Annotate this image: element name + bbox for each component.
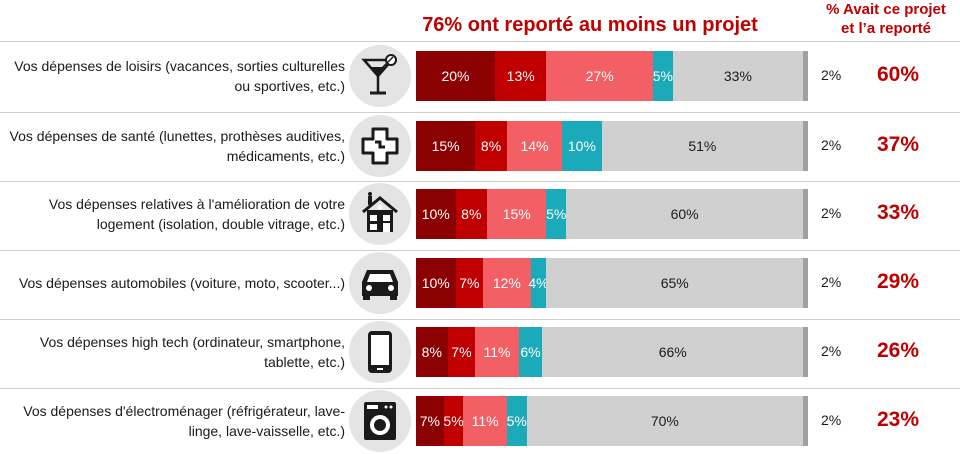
- bar-segment: 5%: [507, 396, 527, 446]
- car-icon: [349, 252, 411, 314]
- bar-end-segment: [803, 121, 809, 171]
- row-label-line2: linge, lave-vaisselle, etc.): [188, 423, 345, 439]
- row-label-line2: tablette, etc.): [264, 354, 345, 370]
- row-label-line1: Vos dépenses de loisirs (vacances, sorti…: [14, 58, 345, 74]
- end-segment-label: 2%: [821, 205, 842, 221]
- bar-segment: 11%: [475, 327, 519, 377]
- stacked-bar: 10% 8% 15% 5% 60%: [416, 189, 804, 239]
- bar-segment: 12%: [483, 258, 531, 308]
- row-label: Vos dépenses automobiles (voiture, moto,…: [0, 273, 345, 293]
- end-segment-label: 2%: [821, 412, 842, 428]
- row-divider: [0, 250, 960, 251]
- bar-segment: 8%: [416, 327, 448, 377]
- reported-share-value: 37%: [876, 133, 920, 156]
- reported-header-line2: et l’a reporté: [840, 20, 932, 37]
- bar-segment: 60%: [566, 189, 804, 239]
- bar-segment: 8%: [475, 121, 507, 171]
- bar-segment: 65%: [546, 258, 804, 308]
- bar-segment: 5%: [653, 51, 673, 101]
- bar-segment: 10%: [416, 258, 456, 308]
- chart-title: 76% ont reporté au moins un projet: [422, 14, 758, 36]
- reported-share-value: 33%: [876, 201, 920, 224]
- row-label: Vos dépenses high tech (ordinateur, smar…: [0, 332, 345, 372]
- row-label: Vos dépenses de santé (lunettes, prothès…: [0, 126, 345, 166]
- reported-share-value: 23%: [876, 408, 920, 431]
- bar-end-segment: [803, 51, 809, 101]
- bar-segment: 8%: [455, 189, 488, 239]
- stacked-bar: 15% 8% 14% 10% 51%: [416, 121, 804, 171]
- bar-segment: 14%: [506, 121, 563, 171]
- bar-segment: 5%: [546, 189, 566, 239]
- row-divider: [0, 319, 960, 320]
- reported-column-header: % Avait ce projet et l’a reporté: [806, 0, 960, 38]
- stacked-bar: 10% 7% 12% 4% 65%: [416, 258, 804, 308]
- bar-segment: 20%: [416, 51, 495, 101]
- row-label: Vos dépenses relatives à l'amélioration …: [0, 194, 345, 234]
- bar-segment: 15%: [487, 189, 547, 239]
- stacked-bar: 8% 7% 11% 6% 66%: [416, 327, 804, 377]
- end-segment-label: 2%: [821, 343, 842, 359]
- bar-segment: 66%: [542, 327, 804, 377]
- row-label: Vos dépenses de loisirs (vacances, sorti…: [0, 56, 345, 96]
- end-segment-label: 2%: [821, 137, 842, 153]
- row-label-line2: logement (isolation, double vitrage, etc…: [96, 216, 345, 232]
- row-label-line1: Vos dépenses automobiles (voiture, moto,…: [18, 275, 345, 291]
- bar-segment: 51%: [601, 121, 804, 171]
- bar-end-segment: [803, 396, 809, 446]
- bar-segment: 27%: [546, 51, 653, 101]
- row-label-line2: ou sportives, etc.): [234, 78, 346, 94]
- row-label-line2: médicaments, etc.): [226, 148, 345, 164]
- stacked-bar: 20% 13% 27% 5% 33%: [416, 51, 804, 101]
- bar-segment: 11%: [463, 396, 507, 446]
- bar-segment: 7%: [447, 327, 476, 377]
- end-segment-label: 2%: [821, 274, 842, 290]
- reported-header-line1: % Avait ce projet: [826, 1, 946, 18]
- row-label-line1: Vos dépenses d'électroménager (réfrigéra…: [23, 403, 345, 419]
- row-divider: [0, 112, 960, 113]
- bar-segment: 5%: [443, 396, 464, 446]
- bar-segment: 15%: [416, 121, 476, 171]
- row-label-line1: Vos dépenses high tech (ordinateur, smar…: [39, 334, 345, 350]
- row-label-line1: Vos dépenses de santé (lunettes, prothès…: [9, 128, 345, 144]
- row-label: Vos dépenses d'électroménager (réfrigéra…: [0, 401, 345, 441]
- bar-segment: 10%: [562, 121, 602, 171]
- end-segment-label: 2%: [821, 67, 842, 83]
- bar-segment: 6%: [518, 327, 543, 377]
- reported-share-value: 26%: [876, 339, 920, 362]
- row-divider: [0, 181, 960, 182]
- row-divider: [0, 388, 960, 389]
- medical-cross-icon: [349, 115, 411, 177]
- row-divider: [0, 41, 960, 42]
- bar-segment: 10%: [416, 189, 456, 239]
- bar-segment: 4%: [528, 258, 549, 308]
- bar-end-segment: [803, 258, 809, 308]
- cocktail-icon: [349, 45, 411, 107]
- bar-end-segment: [803, 327, 809, 377]
- bar-segment: 7%: [455, 258, 484, 308]
- bar-segment: 13%: [495, 51, 547, 101]
- bar-segment: 70%: [526, 396, 804, 446]
- bar-segment: 33%: [672, 51, 804, 101]
- row-label-line1: Vos dépenses relatives à l'amélioration …: [48, 196, 345, 212]
- stacked-bar: 7% 5% 11% 5% 70%: [416, 396, 804, 446]
- house-icon: [349, 183, 411, 245]
- reported-share-value: 60%: [876, 63, 920, 86]
- washing-machine-icon: [349, 390, 411, 452]
- bar-end-segment: [803, 189, 809, 239]
- bar-segment: 7%: [416, 396, 444, 446]
- reported-share-value: 29%: [876, 270, 920, 293]
- smartphone-icon: [349, 321, 411, 383]
